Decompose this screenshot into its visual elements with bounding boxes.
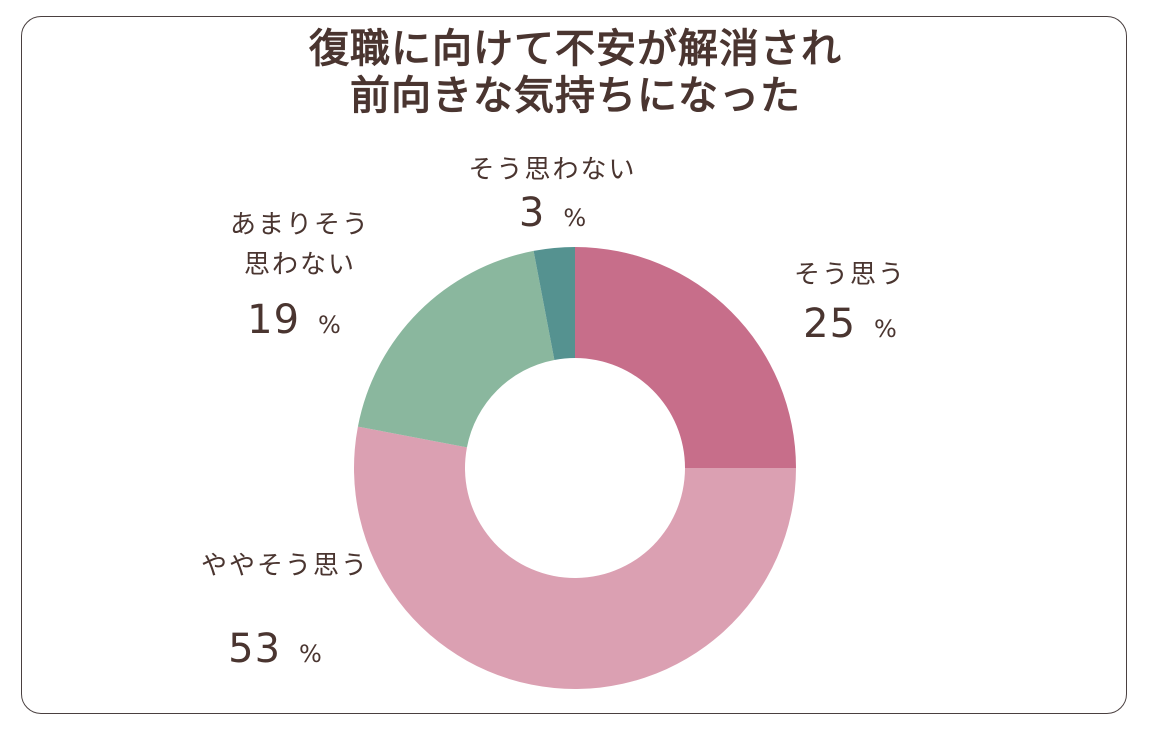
slice-label-somewhat-agree: ややそう思う 53% (185, 546, 385, 672)
slice-unit-disagree: % (563, 204, 587, 232)
slice-value-disagree: 3 (518, 190, 546, 236)
slice-value-somewhat-disagree: 19 (247, 297, 301, 343)
slice-percent-somewhat-disagree: 19% (193, 297, 395, 343)
slice-percent-somewhat-agree: 53% (165, 626, 385, 672)
slice-percent-disagree: 3% (440, 190, 665, 236)
slice-unit-somewhat-agree: % (299, 640, 322, 668)
chart-title: 復職に向けて不安が解消され 前向きな気持ちになった (0, 26, 1151, 120)
slice-percent-agree: 25% (760, 301, 940, 347)
chart-title-line-2: 前向きな気持ちになった (350, 73, 801, 119)
slice-name-somewhat-disagree: あまりそう 思わない (229, 210, 370, 280)
slice-somewhat-agree (354, 426, 796, 689)
slice-label-agree: そう思う 25% (760, 255, 940, 347)
slice-agree (575, 247, 796, 468)
slice-label-somewhat-disagree: あまりそう 思わない 19% (205, 205, 395, 343)
slice-disagree (533, 247, 575, 360)
slice-unit-somewhat-disagree: % (318, 311, 341, 339)
slice-label-disagree: そう思わない 3% (440, 150, 665, 236)
slice-somewhat-disagree (357, 250, 555, 448)
slice-value-somewhat-agree: 53 (228, 626, 282, 672)
slice-name-somewhat-agree: ややそう思う (200, 551, 369, 581)
slice-unit-agree: % (874, 315, 897, 343)
chart-title-line-1: 復職に向けて不安が解消され (309, 26, 842, 72)
slice-value-agree: 25 (803, 301, 857, 347)
slice-name-agree: そう思う (793, 260, 906, 290)
slice-name-disagree: そう思わない (468, 155, 637, 185)
